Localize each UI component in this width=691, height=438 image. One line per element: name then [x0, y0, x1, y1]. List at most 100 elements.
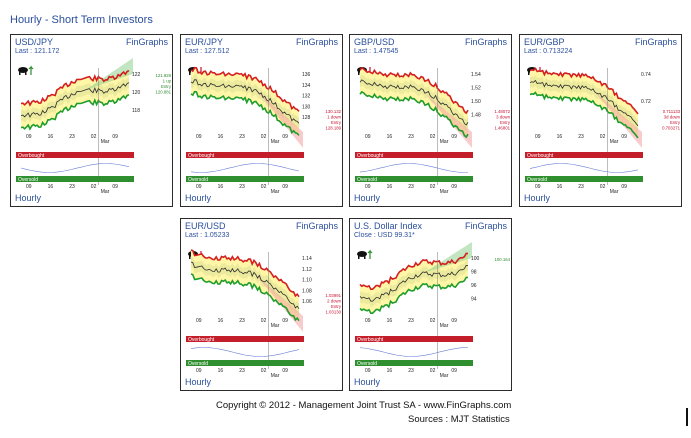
x-tick-label: 09	[451, 318, 457, 324]
lower-band-line	[529, 91, 639, 139]
month-label: Mar	[271, 139, 280, 145]
lower-x-tick-label: 09	[282, 368, 288, 374]
oversold-label: Oversold	[357, 361, 377, 367]
upper-band-line	[359, 66, 469, 115]
upper-band-line	[359, 252, 469, 290]
panel-last-value: Last : 0.713224	[524, 48, 573, 55]
lower-x-tick-label: 23	[239, 368, 245, 374]
overbought-bar	[16, 152, 134, 158]
lower-x-tick-label: 09	[535, 184, 541, 190]
y-tick-label: 130	[302, 104, 311, 110]
window-edge-divider	[686, 408, 688, 426]
target-label: 3 down	[496, 115, 510, 120]
oversold-bar	[355, 176, 473, 182]
chart-panel-usdjpy[interactable]: 122 120 118 121.828 1 up Entry 120.881 09 16 23 02…	[10, 34, 173, 207]
upper-band-line	[529, 67, 639, 115]
x-tick-label: 16	[557, 134, 563, 140]
lower-band-line	[190, 90, 300, 136]
bollinger-band	[360, 67, 468, 137]
overbought-label: Overbought	[18, 153, 45, 159]
x-tick-label: 16	[48, 134, 54, 140]
lower-x-tick-label: 09	[451, 368, 457, 374]
target-label: 2 down	[327, 299, 341, 304]
chart-panel-dollar-index[interactable]: 100 98 96 94 100.164 09 16 23 02 09 Mar Overbought O…	[349, 218, 512, 391]
target-label: 0.711133	[663, 109, 681, 114]
target-label: 1.03991	[325, 293, 341, 298]
inner-band	[530, 75, 638, 132]
x-tick-label: 09	[535, 134, 541, 140]
x-tick-label: 23	[408, 318, 414, 324]
month-label: Mar	[271, 323, 280, 329]
y-tick-label: 1.50	[471, 99, 481, 105]
x-tick-label: 09	[196, 134, 202, 140]
panel-brand-label: FinGraphs	[295, 221, 338, 231]
panel-timeframe-label: Hourly	[354, 193, 381, 203]
x-tick-label: 23	[578, 134, 584, 140]
target-label: Entry	[331, 120, 342, 125]
lower-x-tick-label: 09	[112, 184, 118, 190]
chart-panel-eurjpy[interactable]: 136 134 132 130 128 130.132 1 down Entry 128.189…	[180, 34, 343, 207]
x-tick-label: 09	[112, 134, 118, 140]
lower-x-tick-label: 23	[408, 368, 414, 374]
arrow-up-icon	[28, 65, 34, 75]
panel-timeframe-label: Hourly	[185, 193, 212, 203]
y-tick-label: 1.08	[302, 288, 312, 294]
lower-x-tick-label: 23	[69, 184, 75, 190]
lower-x-tick-label: 16	[218, 184, 224, 190]
inner-band	[191, 74, 299, 129]
lower-month-label: Mar	[440, 189, 449, 195]
inner-band	[360, 260, 468, 307]
oversold-bar	[186, 176, 304, 182]
panel-pair-label: EUR/USD	[185, 221, 226, 231]
lower-x-tick-label: 02	[261, 368, 267, 374]
oscillator-line	[190, 163, 300, 173]
x-tick-label: 23	[239, 134, 245, 140]
x-tick-label: 09	[196, 318, 202, 324]
projection-cone	[424, 93, 472, 148]
target-label: 1.48072	[494, 109, 510, 114]
month-label: Mar	[440, 139, 449, 145]
panel-pair-label: EUR/GBP	[524, 37, 565, 47]
month-label: Mar	[440, 323, 449, 329]
target-label: 121.828	[155, 73, 171, 78]
x-tick-label: 16	[387, 318, 393, 324]
x-tick-label: 02	[261, 134, 267, 140]
y-tick-label: 1.54	[471, 72, 481, 78]
overbought-bar	[186, 336, 304, 342]
arrow-up-icon	[367, 249, 373, 259]
oscillator-line	[20, 163, 130, 173]
chart-panel-gbpusd[interactable]: 1.54 1.52 1.50 1.48 1.48072 3 down Entry 1.4680…	[349, 34, 512, 207]
month-label: Mar	[610, 139, 619, 145]
panel-brand-label: FinGraphs	[125, 37, 168, 47]
oversold-label: Oversold	[357, 177, 377, 183]
y-tick-label: 0.72	[641, 99, 651, 105]
lower-month-label: Mar	[271, 189, 280, 195]
target-label: 1.46801	[494, 126, 510, 131]
panel-timeframe-label: Hourly	[185, 377, 212, 387]
oscillator-line	[190, 347, 300, 357]
y-tick-label: 1.10	[302, 278, 312, 284]
lower-x-tick-label: 09	[196, 368, 202, 374]
chart-panel-eurusd[interactable]: 1.14 1.12 1.10 1.08 1.06 1.03991 2 down Entry 1.…	[180, 218, 343, 391]
sources-text: Sources : MJT Statistics	[408, 414, 510, 425]
y-tick-label: 120	[132, 90, 141, 96]
chart-panel-eurgbp[interactable]: 0.74 0.72 0.711133 3d down Entry 0.703271 09 16…	[519, 34, 682, 207]
panel-brand-label: FinGraphs	[464, 37, 507, 47]
oversold-bar	[355, 360, 473, 366]
lower-x-tick-label: 02	[430, 368, 436, 374]
lower-month-label: Mar	[440, 373, 449, 379]
panel-brand-label: FinGraphs	[295, 37, 338, 47]
y-tick-label: 96	[471, 283, 477, 289]
lower-x-tick-label: 09	[621, 184, 627, 190]
panel-last-value: Last : 1.05233	[185, 232, 230, 239]
x-tick-label: 09	[621, 134, 627, 140]
target-label: 1 down	[327, 115, 341, 120]
lower-x-tick-label: 16	[557, 184, 563, 190]
oversold-bar	[16, 176, 134, 182]
x-tick-label: 02	[261, 318, 267, 324]
lower-month-label: Mar	[271, 373, 280, 379]
lower-x-tick-label: 09	[365, 184, 371, 190]
